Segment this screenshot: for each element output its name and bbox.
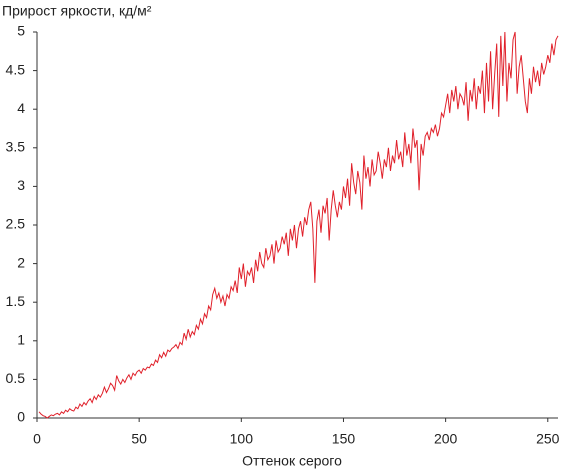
- y-tick-label: 1: [17, 332, 25, 348]
- y-tick-label: 2.5: [6, 216, 26, 232]
- x-tick-label: 50: [131, 431, 147, 447]
- x-tick-label: 150: [332, 431, 356, 447]
- y-tick-label: 4.5: [6, 61, 26, 77]
- y-tick-label: 0: [17, 409, 25, 425]
- chart-title: Прирост яркости, кд/м²: [2, 3, 152, 19]
- y-tick-label: 3: [17, 177, 25, 193]
- x-tick-label: 250: [536, 431, 560, 447]
- data-line: [38, 31, 559, 419]
- y-tick-label: 2: [17, 254, 25, 270]
- x-axis-label: Оттенок серого: [242, 453, 342, 469]
- y-tick-label: 0.5: [6, 370, 26, 386]
- y-tick-label: 5: [17, 23, 25, 39]
- y-tick-label: 4: [17, 100, 25, 116]
- x-tick-label: 200: [434, 431, 458, 447]
- x-tick-label: 0: [33, 431, 41, 447]
- y-tick-label: 3.5: [6, 139, 26, 155]
- y-tick-label: 1.5: [6, 293, 26, 309]
- x-tick-label: 100: [230, 431, 254, 447]
